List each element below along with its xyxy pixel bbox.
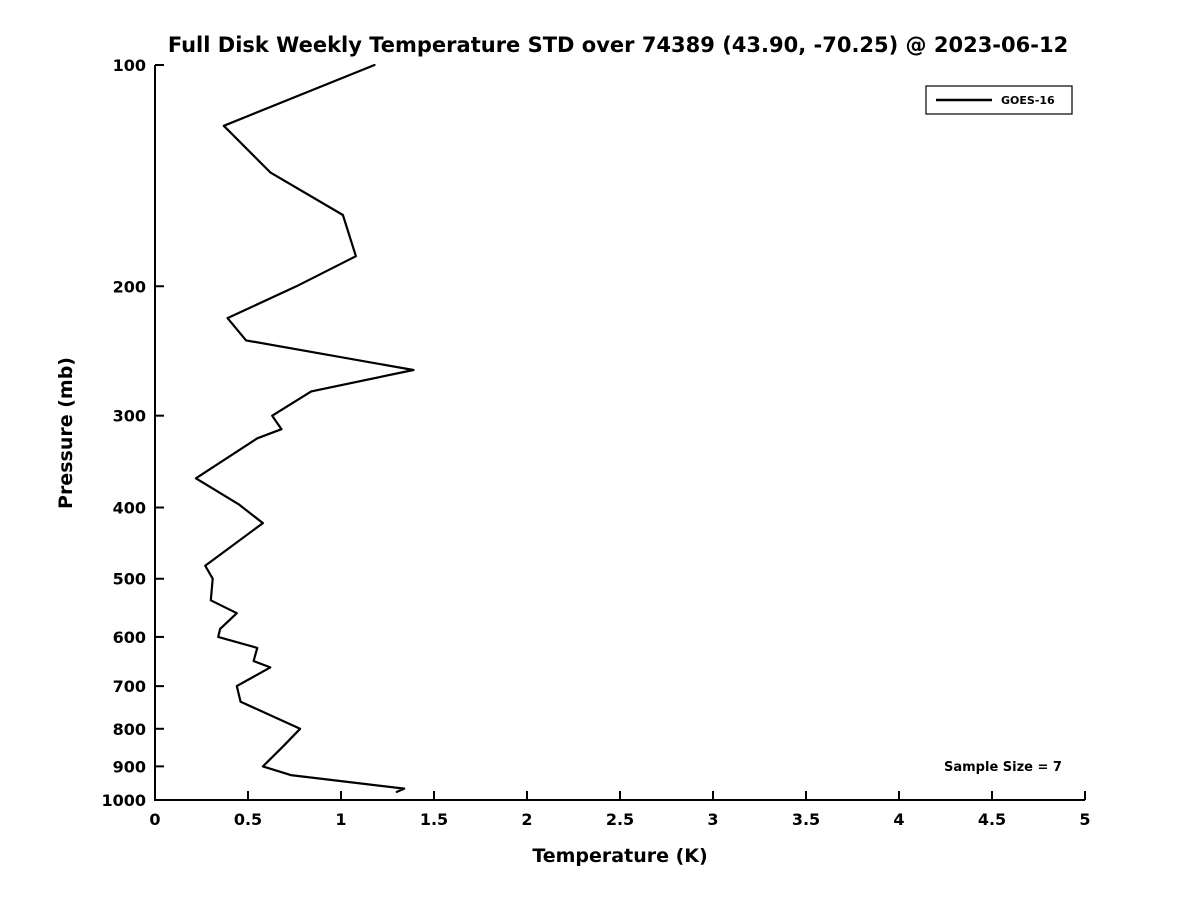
x-tick-label: 0.5 <box>234 810 262 829</box>
x-tick-label: 3.5 <box>792 810 820 829</box>
x-tick-label: 2.5 <box>606 810 634 829</box>
x-tick-label: 1 <box>335 810 346 829</box>
data-series <box>194 63 415 794</box>
y-axis-label: Pressure (mb) <box>55 357 77 509</box>
x-tick-label: 5 <box>1079 810 1090 829</box>
y-tick-label: 900 <box>113 757 146 776</box>
series-line-goes-16 <box>194 63 415 794</box>
axes: 0 0.5 1 1.5 2 2.5 3 3.5 4 4.5 5 100 200 300 400 500 600 7… <box>101 56 1090 829</box>
y-tick-label: 600 <box>113 628 146 647</box>
x-axis-label: Temperature (K) <box>532 845 707 867</box>
y-tick-label: 300 <box>113 407 146 426</box>
y-tick-label: 700 <box>113 677 146 696</box>
x-tick-label: 2 <box>521 810 532 829</box>
x-tick-label: 4.5 <box>978 810 1006 829</box>
x-tick-label: 1.5 <box>420 810 448 829</box>
legend: GOES-16 <box>925 85 1073 115</box>
y-tick-label: 400 <box>113 499 146 518</box>
y-tick-label: 500 <box>113 570 146 589</box>
sample-size-annotation: Sample Size = 7 <box>944 760 1062 775</box>
x-tick-label: 4 <box>893 810 904 829</box>
y-tick-label: 100 <box>113 56 146 75</box>
x-tick-label: 3 <box>707 810 718 829</box>
y-tick-label: 800 <box>113 720 146 739</box>
x-tick-label: 0 <box>149 810 160 829</box>
y-tick-label: 200 <box>113 277 146 296</box>
legend-label: GOES-16 <box>1001 94 1055 107</box>
chart-title: Full Disk Weekly Temperature STD over 74… <box>168 33 1068 57</box>
y-tick-label: 1000 <box>101 791 146 810</box>
